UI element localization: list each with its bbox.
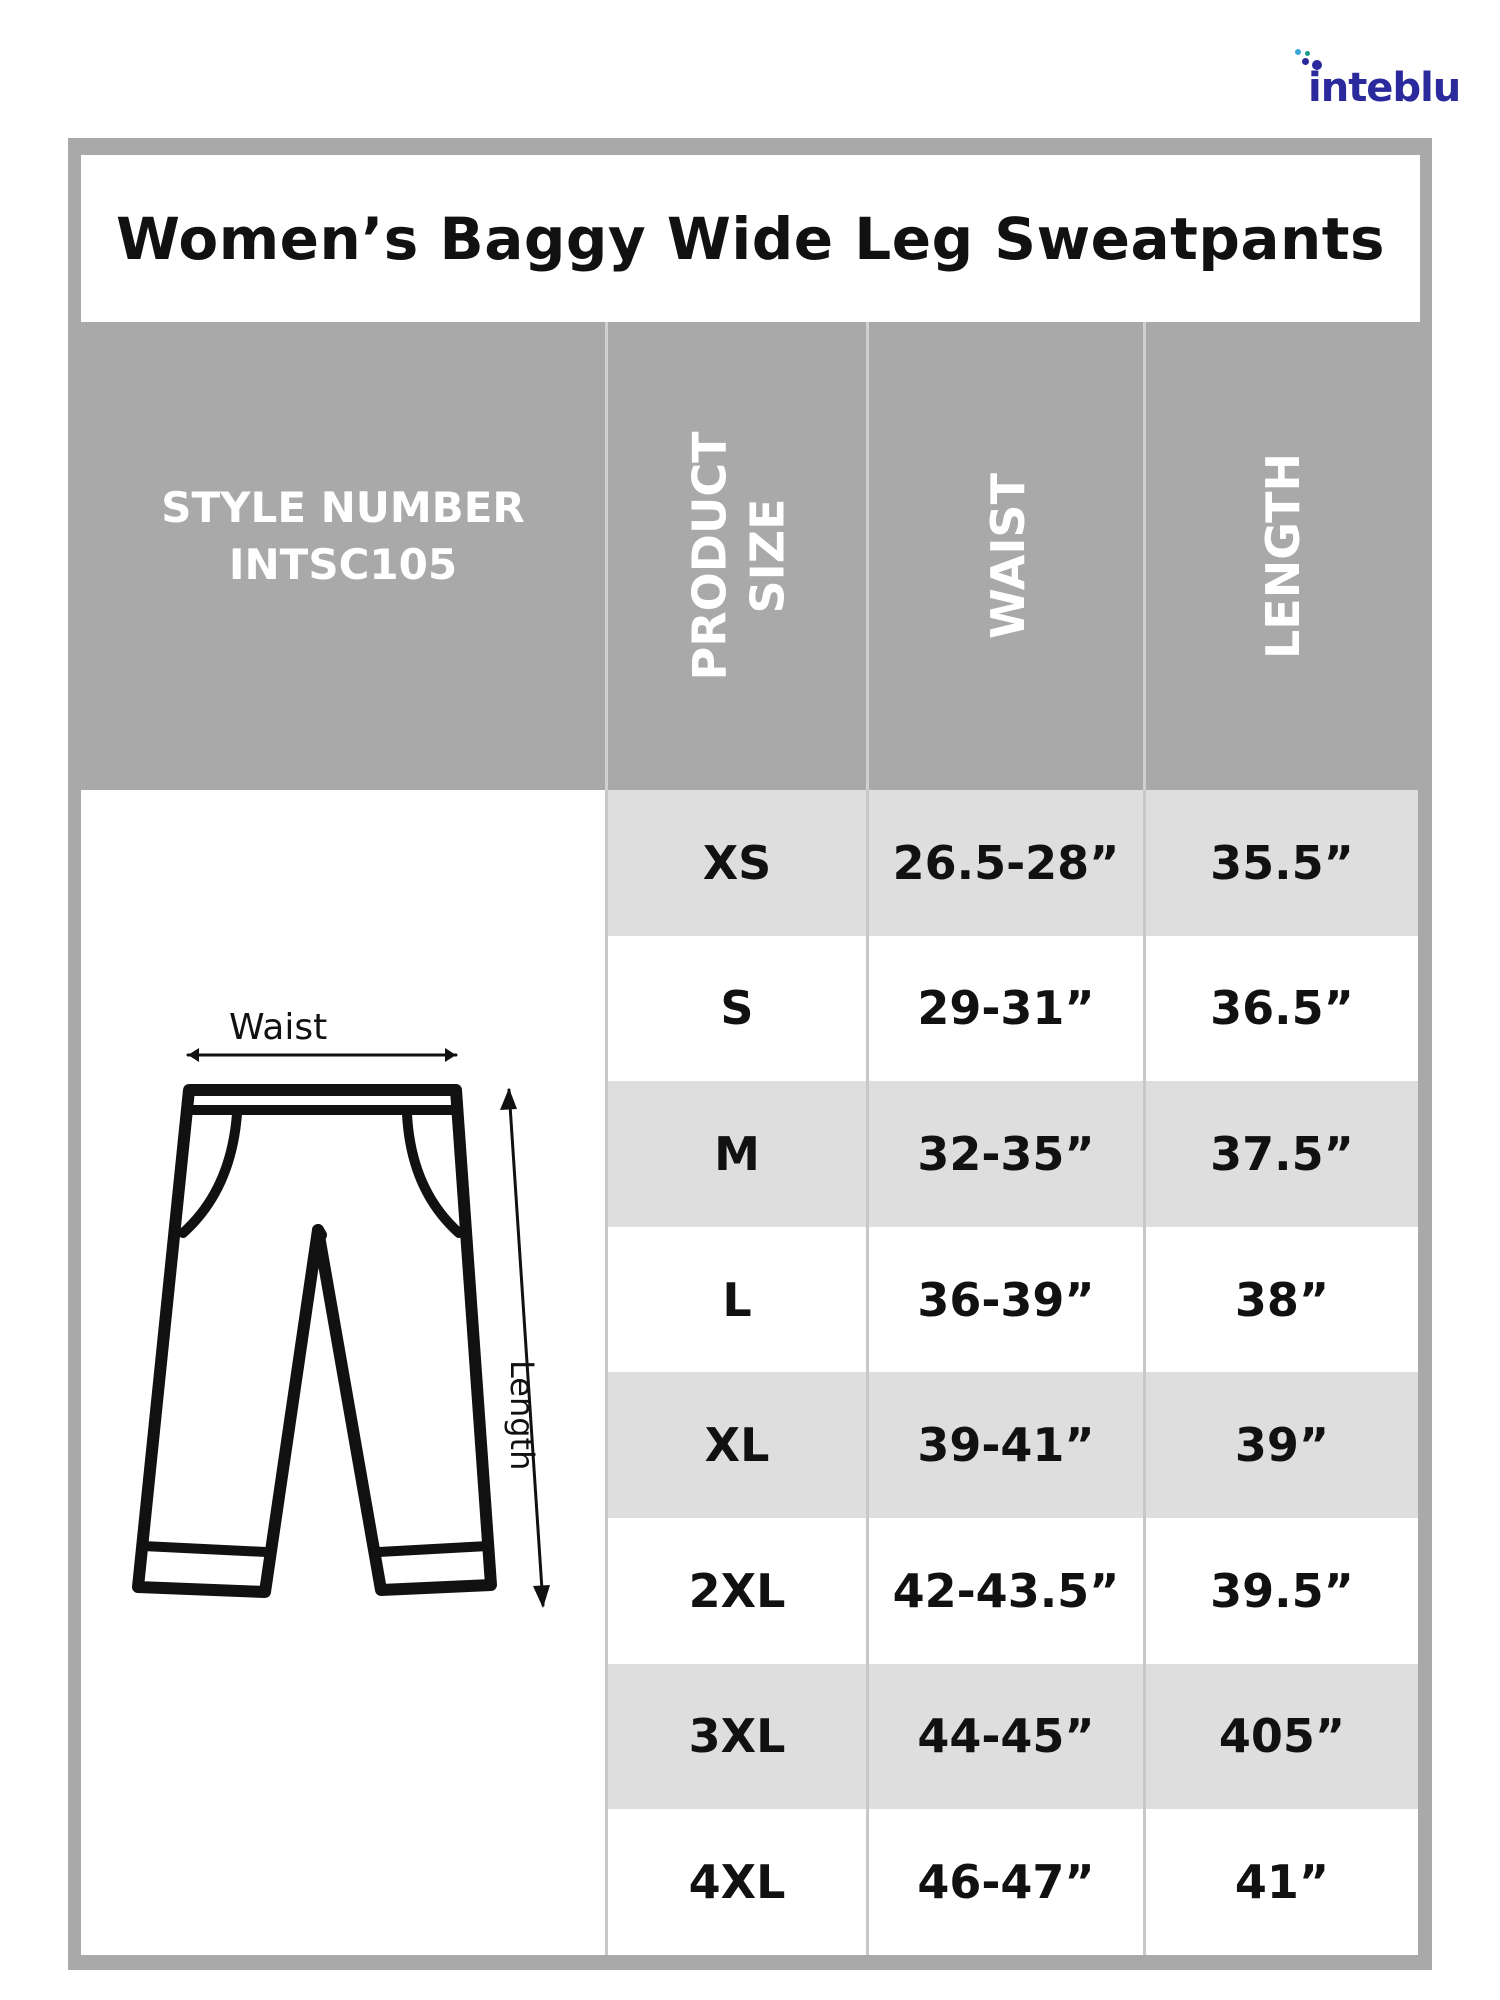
size-cell: S	[605, 935, 866, 1082]
length-cell: 39.5”	[1143, 1517, 1418, 1664]
waist-cell: 39-41”	[866, 1372, 1143, 1518]
waist-cell: 44-45”	[866, 1663, 1143, 1810]
style-number: INTSC105	[228, 540, 458, 589]
table-row: M 32-35” 37.5”	[605, 1081, 1418, 1227]
brand-logo: inteblu	[1290, 45, 1490, 120]
size-cell: 3XL	[605, 1663, 866, 1810]
length-cell: 39”	[1143, 1372, 1418, 1518]
waist-cell: 26.5-28”	[866, 790, 1143, 936]
size-cell: L	[605, 1226, 866, 1373]
size-cell: XS	[605, 790, 866, 936]
size-cell: 4XL	[605, 1809, 866, 1955]
header-product-line: PRODUCT	[682, 431, 737, 681]
style-label: STYLE NUMBER	[161, 483, 525, 532]
table-row: XL 39-41” 39”	[605, 1372, 1418, 1518]
size-cell: M	[605, 1081, 866, 1227]
waist-cell: 32-35”	[866, 1081, 1143, 1227]
length-cell: 405”	[1143, 1663, 1418, 1810]
waist-cell: 29-31”	[866, 935, 1143, 1082]
header-product-size: PRODUCT SIZE	[605, 322, 869, 790]
table-row: XS 26.5-28” 35.5”	[605, 790, 1418, 936]
table-row: 3XL 44-45” 405”	[605, 1663, 1418, 1810]
size-cell: XL	[605, 1372, 866, 1518]
logo-text: inteblu	[1308, 65, 1461, 111]
waist-cell: 42-43.5”	[866, 1517, 1143, 1664]
length-cell: 41”	[1143, 1809, 1418, 1955]
header-waist: WAIST	[866, 322, 1146, 790]
length-cell: 37.5”	[1143, 1081, 1418, 1227]
waist-label: Waist	[229, 1007, 328, 1048]
title-box: Women’s Baggy Wide Leg Sweatpants	[81, 155, 1420, 322]
waist-cell: 46-47”	[866, 1809, 1143, 1955]
table-row: 2XL 42-43.5” 39.5”	[605, 1517, 1418, 1664]
length-cell: 36.5”	[1143, 935, 1418, 1082]
table-row: 4XL 46-47” 41”	[605, 1809, 1418, 1955]
pants-icon	[132, 1048, 550, 1608]
style-number-header: STYLE NUMBER INTSC105	[81, 322, 605, 790]
table-row: S 29-31” 36.5”	[605, 935, 1418, 1082]
size-table: XS 26.5-28” 35.5” S 29-31” 36.5” M 32-35” 37.5…	[605, 790, 1418, 1955]
header-waist-label: WAIST	[980, 473, 1035, 639]
length-label: Length	[503, 1360, 541, 1471]
header-length-label: LENGTH	[1256, 452, 1311, 660]
header-length: LENGTH	[1143, 322, 1421, 790]
size-cell: 2XL	[605, 1517, 866, 1664]
pants-diagram: Waist Length	[81, 790, 605, 1955]
length-cell: 38”	[1143, 1226, 1418, 1373]
table-row: L 36-39” 38”	[605, 1226, 1418, 1373]
length-cell: 35.5”	[1143, 790, 1418, 936]
waist-cell: 36-39”	[866, 1226, 1143, 1373]
page-title: Women’s Baggy Wide Leg Sweatpants	[115, 204, 1386, 273]
header-size-line: SIZE	[740, 498, 795, 614]
